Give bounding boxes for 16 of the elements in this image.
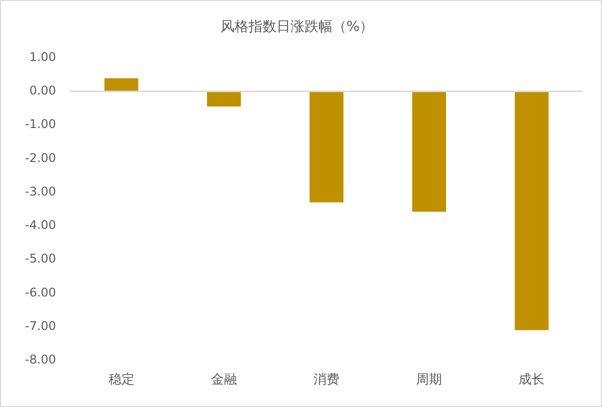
x-tick-label: 金融 (210, 372, 237, 388)
y-tick-label: -5.00 (24, 252, 56, 266)
x-tick-label: 周期 (416, 372, 442, 388)
chart-title: 风格指数日涨跌幅（%） (220, 19, 374, 36)
x-tick-label: 消费 (314, 372, 340, 388)
y-tick-label: -1.00 (24, 117, 56, 132)
x-tick-label: 成长 (518, 372, 545, 388)
y-tick-label: -6.00 (24, 285, 56, 300)
y-tick-label: -8.00 (24, 352, 56, 367)
y-tick-label: 1.00 (29, 50, 56, 64)
y-tick-label: -4.00 (24, 218, 56, 232)
x-tick-label: 稳定 (108, 372, 134, 388)
y-tick-label: -2.00 (24, 150, 56, 165)
y-tick-label: -3.00 (24, 184, 56, 198)
y-tick-label: -7.00 (24, 318, 56, 333)
y-tick-label: 0.00 (29, 84, 56, 98)
